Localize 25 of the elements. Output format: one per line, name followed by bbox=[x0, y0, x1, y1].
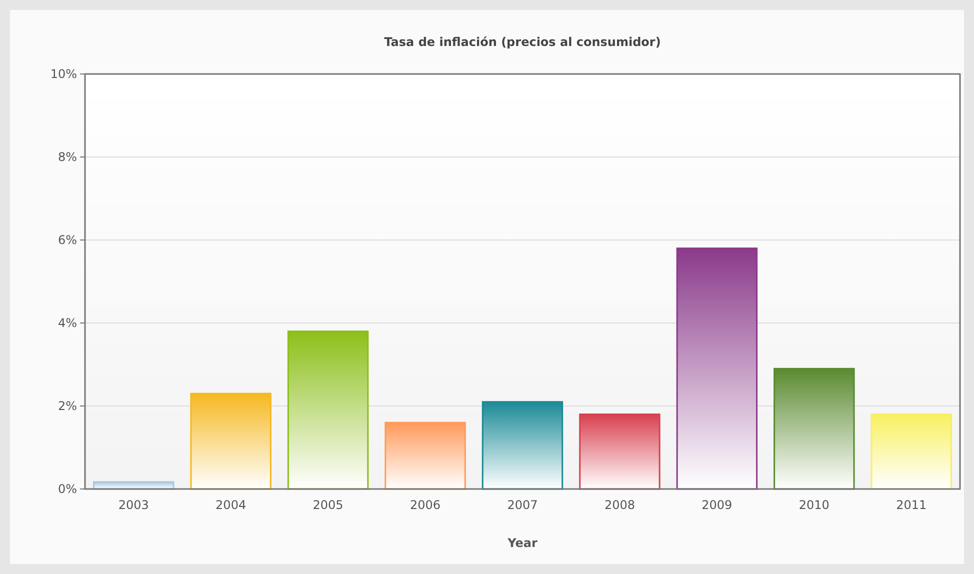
x-tick-label: 2008 bbox=[604, 498, 635, 512]
bar bbox=[482, 401, 564, 490]
x-tick-label: 2006 bbox=[410, 498, 441, 512]
chart-title: Tasa de inflación (precios al consumidor) bbox=[384, 35, 661, 49]
bar bbox=[287, 330, 369, 490]
bar bbox=[676, 248, 758, 490]
x-tick-label: 2009 bbox=[702, 498, 732, 512]
x-tick-label: 2005 bbox=[312, 498, 344, 512]
x-tick-label: 2011 bbox=[896, 498, 927, 512]
y-tick-label: 6% bbox=[58, 233, 77, 248]
y-tick-label: 8% bbox=[58, 150, 77, 164]
y-tick-label: 2% bbox=[58, 399, 77, 414]
x-tick-label: 2004 bbox=[216, 498, 246, 512]
x-tick-label: 2010 bbox=[798, 498, 830, 512]
bar bbox=[384, 422, 466, 490]
bar bbox=[870, 414, 952, 490]
x-tick-label: 2007 bbox=[507, 498, 538, 512]
bar bbox=[579, 414, 660, 490]
x-axis-title: Year bbox=[506, 536, 538, 550]
bar bbox=[190, 392, 272, 490]
y-tick-label: 0% bbox=[58, 482, 77, 496]
x-tick-label: 2003 bbox=[118, 498, 149, 512]
bar bbox=[774, 368, 855, 490]
y-tick-label: 10% bbox=[50, 67, 77, 82]
y-tick-label: 4% bbox=[58, 316, 77, 330]
